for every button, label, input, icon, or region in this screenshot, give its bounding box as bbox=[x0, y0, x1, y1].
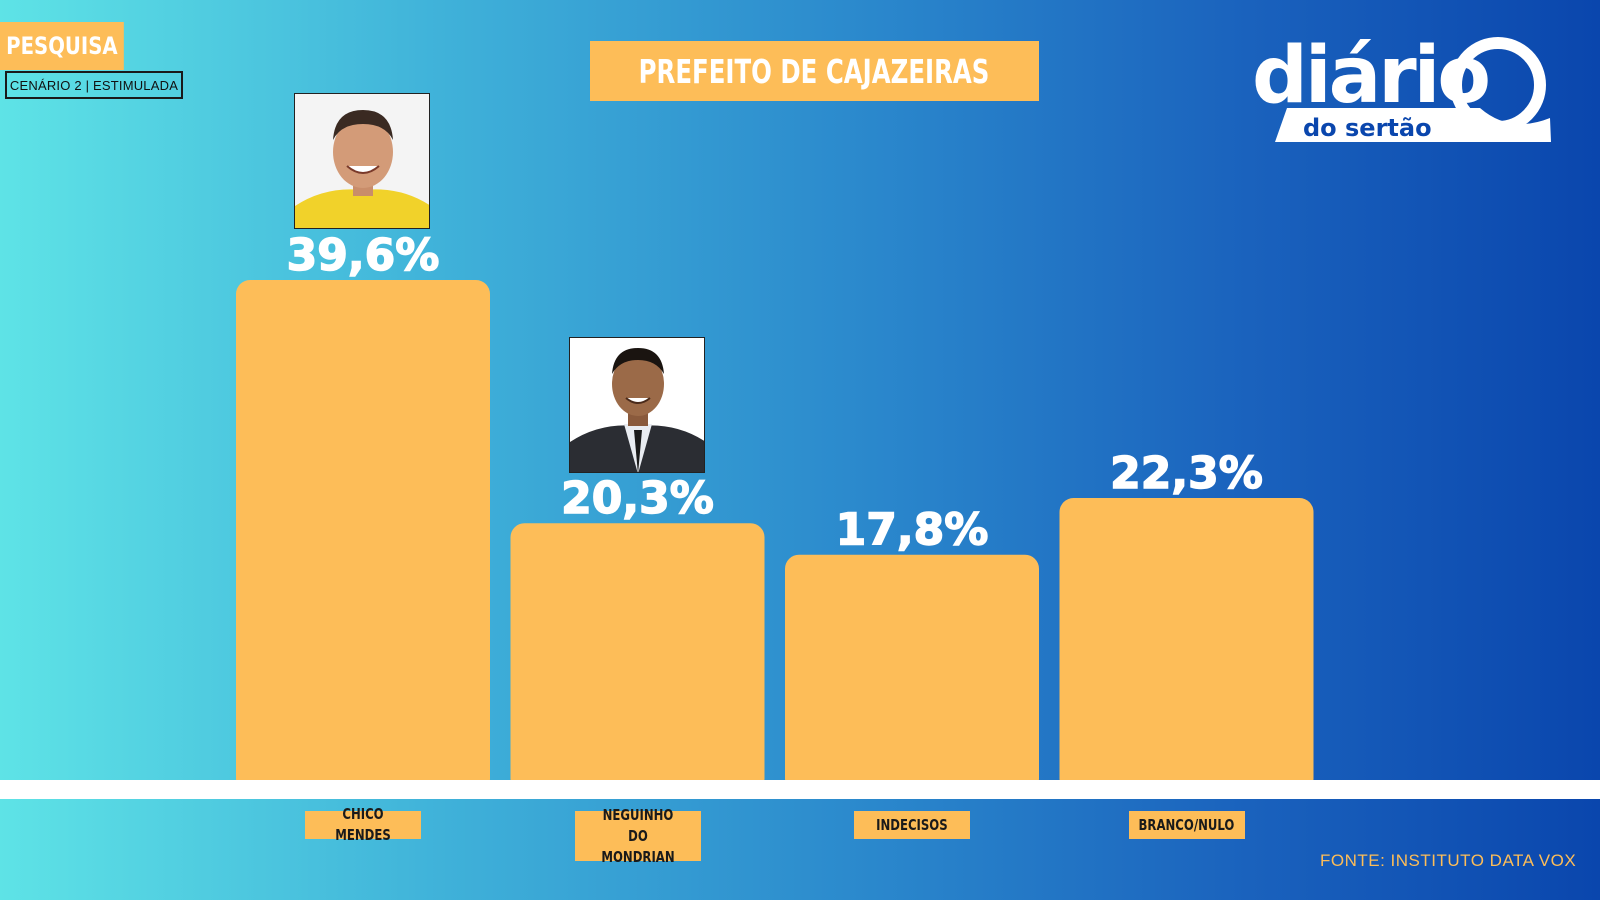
chart-title: PREFEITO DE CAJAZEIRAS bbox=[639, 51, 990, 91]
category-label-3: BRANCO/NULO bbox=[1128, 811, 1245, 839]
category-label-text: NEGUINHO DO MONDRIAN bbox=[591, 805, 683, 868]
logo-swoosh-icon bbox=[1275, 108, 1551, 142]
bar-3 bbox=[1059, 498, 1314, 793]
bar-value-label-2: 17,8% bbox=[836, 505, 989, 556]
data-source: FONTE: INSTITUTO DATA VOX bbox=[1320, 851, 1577, 870]
survey-tag: PESQUISA bbox=[0, 22, 124, 70]
bar-value-label-0: 39,6% bbox=[287, 230, 440, 281]
category-label-line: NEGUINHO DO bbox=[602, 805, 673, 845]
category-label-text: INDECISOS bbox=[876, 815, 948, 836]
chart-title-box: PREFEITO DE CAJAZEIRAS bbox=[590, 41, 1039, 101]
bar-2 bbox=[785, 554, 1039, 793]
candidate-photo-neguinho-do-mondrian bbox=[569, 337, 705, 473]
scenario-tag: CENÁRIO 2 | ESTIMULADA bbox=[5, 71, 183, 99]
person-photo-icon bbox=[570, 338, 704, 472]
bar-value-label-3: 22,3% bbox=[1110, 448, 1263, 499]
bar-value-label-1: 20,3% bbox=[561, 473, 714, 524]
diario-do-sertao-logo: diário do sertão bbox=[1255, 31, 1551, 142]
category-label-0: CHICO MENDES bbox=[305, 805, 421, 844]
category-label-text: BRANCO/NULO bbox=[1139, 815, 1235, 836]
category-label-2: INDECISOS bbox=[854, 811, 970, 839]
category-label-line: INDECISOS bbox=[876, 815, 948, 834]
chart-baseline bbox=[0, 780, 1600, 799]
category-label-line: MONDRIAN bbox=[600, 847, 675, 866]
logo-main-text: diário bbox=[1255, 31, 1488, 121]
person-photo-icon bbox=[295, 94, 429, 228]
bar-1 bbox=[510, 523, 765, 793]
candidate-photo-chico-mendes bbox=[294, 93, 430, 229]
bar-0 bbox=[236, 280, 490, 793]
logo-sub-text: do sertão bbox=[1303, 114, 1432, 142]
category-label-line: CHICO MENDES bbox=[335, 805, 391, 844]
category-label-text: CHICO MENDES bbox=[321, 804, 405, 846]
category-label-1: NEGUINHO DO MONDRIAN bbox=[574, 806, 701, 866]
category-label-line: BRANCO/NULO bbox=[1138, 815, 1235, 834]
